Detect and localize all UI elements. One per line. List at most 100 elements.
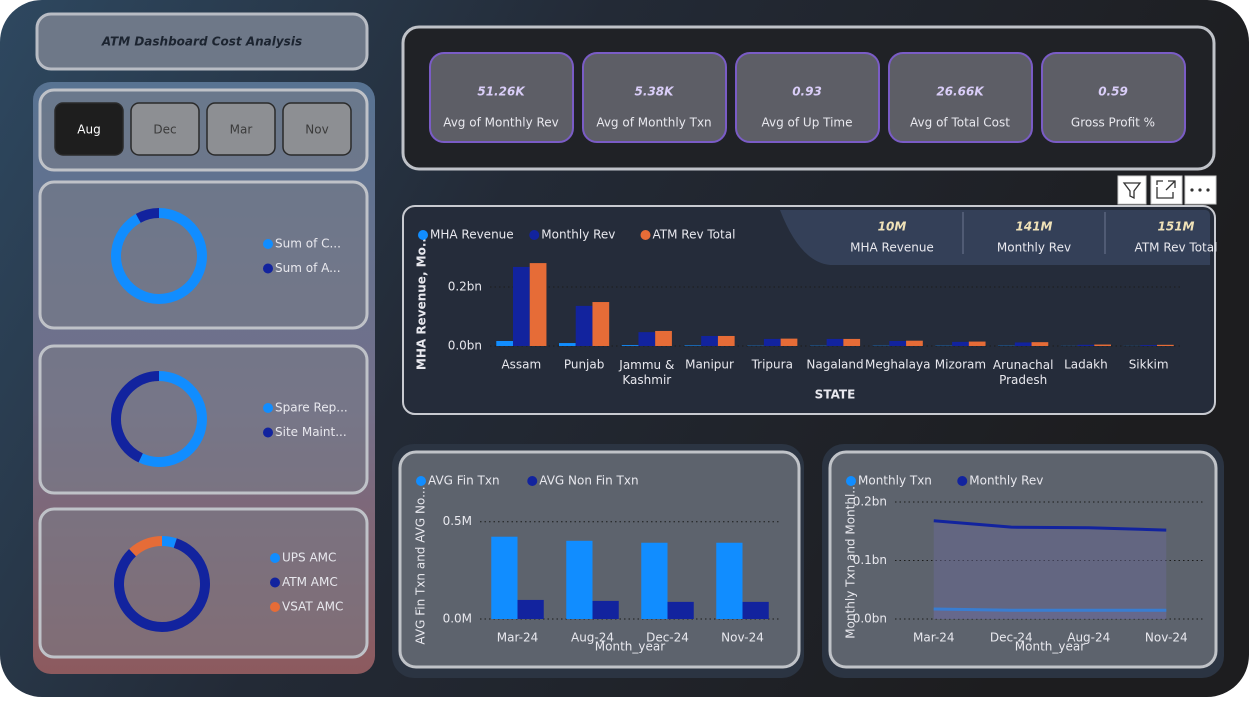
dot: [1190, 188, 1194, 192]
kpi-card: [735, 52, 880, 143]
legend-marker: [418, 230, 428, 240]
legend-label: Spare Rep...: [275, 401, 348, 415]
x-tick-label: Mar-24: [497, 631, 538, 645]
legend-label: UPS AMC: [282, 551, 336, 565]
x-tick-label: Ladakh: [1064, 358, 1108, 372]
donut-segment: [111, 371, 160, 463]
visual-toolbar: [1117, 175, 1217, 205]
donut-segment: [111, 208, 207, 304]
bar: [667, 601, 694, 619]
revenue-card-value: 10M: [878, 220, 907, 234]
x-tick-label: Dec-24: [646, 631, 689, 645]
x-tick-label: Jammu & Kashmir: [618, 358, 674, 387]
kpi-label: Avg of Monthly Rev: [443, 116, 559, 130]
legend-marker: [846, 476, 856, 486]
filter-glyph: [1122, 182, 1142, 200]
bar: [1140, 345, 1157, 346]
legend-label: Monthly Rev: [541, 228, 615, 242]
bar: [889, 340, 907, 346]
legend-label: AVG Non Fin Txn: [539, 474, 638, 488]
kpi-value: 26.66K: [936, 85, 985, 99]
revenue-card-label: Monthly Rev: [997, 241, 1071, 255]
x-tick-label: Arunachal Pradesh: [993, 358, 1054, 387]
kpi-value: 5.38K: [635, 85, 676, 99]
legend-marker: [263, 403, 273, 413]
legend-marker: [270, 553, 280, 563]
slicer-button[interactable]: [282, 102, 352, 156]
kpi-card: [429, 52, 574, 143]
bar: [826, 338, 844, 346]
kpi-label: Avg of Up Time: [761, 116, 852, 130]
donut-segment: [129, 536, 163, 557]
bar: [529, 263, 547, 346]
bar: [716, 542, 743, 619]
title-box: [35, 12, 369, 71]
revenue-card-label: ATM Rev Total: [1135, 241, 1218, 255]
bar: [968, 341, 986, 346]
bar: [763, 338, 781, 346]
x-tick-label: Manipur: [685, 358, 734, 372]
bar: [1014, 342, 1032, 346]
y-tick-label: 0.0bn: [853, 612, 887, 626]
x-tick-label: Dec-24: [990, 631, 1033, 645]
slicer-label: Dec: [153, 123, 176, 137]
slicer-button[interactable]: [130, 102, 200, 156]
kpi-label: Gross Profit %: [1071, 116, 1155, 130]
legend-marker: [270, 577, 280, 588]
revenue-card-value: 151M: [1158, 220, 1195, 234]
filter-icon[interactable]: [1117, 175, 1147, 205]
slicer-button[interactable]: [54, 102, 124, 156]
x-tick-label: Mizoram: [935, 358, 986, 372]
bar: [1077, 344, 1095, 346]
legend-label: AVG Fin Txn: [428, 474, 500, 488]
bar: [701, 335, 718, 346]
bar: [592, 600, 619, 619]
donut-segment: [138, 371, 207, 467]
bar: [592, 302, 610, 346]
legend-marker: [527, 476, 538, 486]
legend-label: Monthly Rev: [969, 474, 1043, 488]
slicer-label: Nov: [305, 123, 328, 137]
slicer-label: Mar: [230, 123, 253, 137]
donut-segment: [114, 538, 210, 632]
legend-marker: [263, 263, 273, 274]
bar: [517, 599, 544, 619]
dot: [1198, 188, 1202, 192]
bar: [742, 601, 769, 619]
legend-marker: [263, 427, 273, 438]
kpi-value: 0.59: [1098, 85, 1128, 99]
kpi-label: Avg of Total Cost: [910, 116, 1010, 130]
bar: [1094, 344, 1111, 346]
x-tick-label: Punjab: [564, 358, 605, 372]
y-tick-label: 0.2bn: [853, 495, 887, 509]
kpi-card: [1041, 52, 1186, 143]
bar: [566, 540, 593, 619]
legend-label: Site Maint...: [275, 425, 347, 439]
x-tick-label: Assam: [501, 358, 541, 372]
kpi-card: [582, 52, 727, 143]
slicer-button[interactable]: [206, 102, 276, 156]
bar: [843, 338, 861, 346]
bar: [559, 343, 576, 346]
x-tick-label: Mar-24: [913, 631, 954, 645]
legend-marker: [957, 476, 968, 486]
bar: [906, 340, 923, 346]
bar: [491, 536, 518, 619]
x-tick-label: Tripura: [751, 358, 793, 372]
dot: [1206, 188, 1210, 192]
kpi-value: 0.93: [792, 85, 822, 99]
legend-label: Monthly Txn: [858, 474, 932, 488]
line: [933, 519, 1167, 532]
x-axis-label: Month_year: [1015, 640, 1085, 654]
bar: [1157, 344, 1174, 346]
y-tick-label: 0.0bn: [448, 339, 482, 353]
x-tick-label: Aug-24: [1067, 631, 1110, 645]
x-tick-label: Nov-24: [721, 631, 764, 645]
legend-marker: [416, 476, 426, 486]
legend-marker: [640, 230, 651, 240]
bar: [780, 338, 798, 346]
legend-marker: [270, 602, 280, 612]
kpi-value: 51.26K: [477, 85, 526, 99]
line: [933, 607, 1167, 612]
